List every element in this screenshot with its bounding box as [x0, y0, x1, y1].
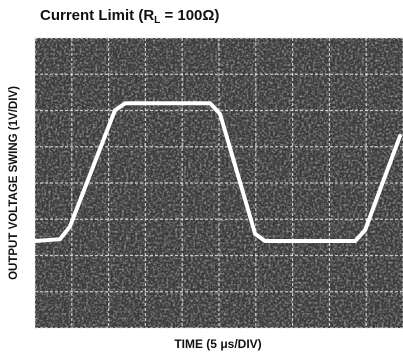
y-axis-label: OUTPUT VOLTAGE SWING (1V/DIV) [8, 86, 20, 280]
chart-title: Current Limit (RL = 100Ω) [40, 7, 219, 26]
trace [33, 101, 403, 243]
x-axis-label: TIME (5 μs/DIV) [174, 337, 261, 351]
